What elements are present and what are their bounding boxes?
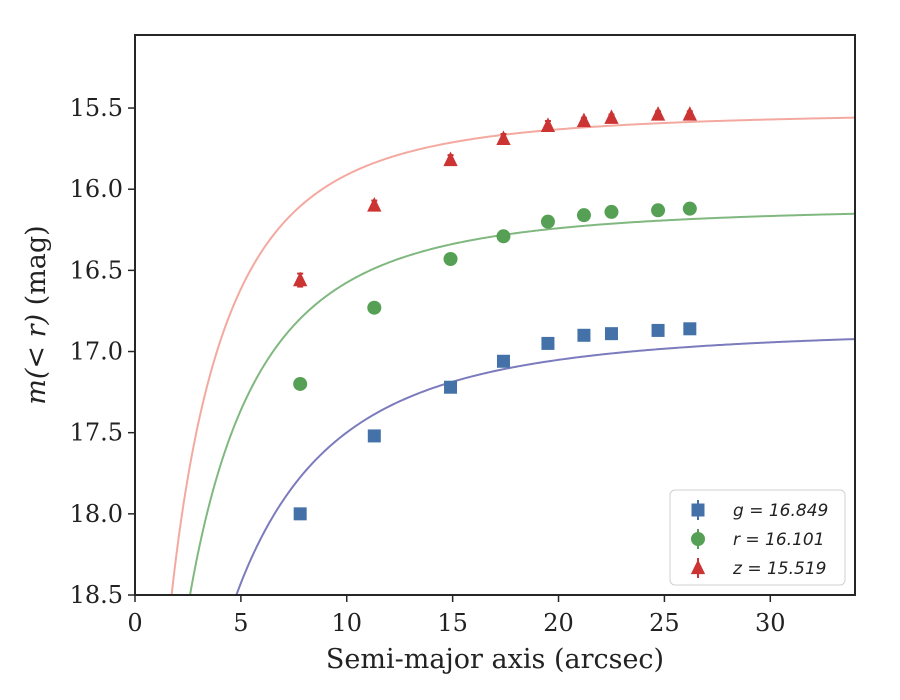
x-tick-label: 20 (543, 609, 574, 637)
x-tick-label: 30 (755, 609, 786, 637)
data-point-r (443, 252, 458, 266)
x-tick-label: 15 (437, 609, 468, 637)
data-point-g (683, 322, 697, 336)
legend: g = 16.849 r = 16.101 z = 15.519 (669, 489, 846, 586)
data-point-r (576, 208, 591, 223)
x-tick-label: 5 (233, 609, 248, 637)
data-point-z (540, 117, 556, 133)
data-point-z (496, 130, 511, 146)
y-tick-label: 17.0 (70, 338, 123, 366)
y-tick-label: 16.5 (70, 256, 123, 284)
data-point-z (443, 151, 458, 167)
y-axis-title-math: m(< r) (21, 314, 52, 405)
data-point-r (496, 229, 511, 244)
y-axis-ticks: 15.5 16.0 16.5 17.0 17.5 18.0 18.5 (70, 94, 135, 609)
data-point-g (444, 380, 458, 394)
x-tick-label: 10 (331, 609, 362, 637)
x-axis-ticks: 0 5 10 15 20 25 30 (127, 595, 786, 637)
y-axis-title: m(< r) (mag) (21, 225, 52, 404)
data-point-r (293, 376, 308, 391)
y-axis-title-unit: (mag) (21, 225, 52, 314)
y-tick-label: 16.0 (70, 175, 123, 203)
data-point-r (651, 203, 666, 218)
legend-label-z: z = 15.519 (732, 559, 826, 579)
data-point-r (367, 300, 382, 315)
legend-marker-r (691, 532, 705, 546)
data-point-z (604, 109, 619, 124)
data-point-z (367, 196, 382, 212)
legend-marker-g (691, 503, 705, 517)
data-point-g (293, 507, 307, 521)
data-point-g (651, 323, 665, 337)
y-tick-label: 17.5 (70, 419, 123, 447)
plot-frame (134, 34, 856, 596)
data-point-r (682, 201, 697, 216)
data-point-g (604, 327, 618, 341)
data-point-r (540, 214, 555, 229)
x-axis-title: Semi-major axis (arcsec) (326, 644, 664, 675)
data-point-g (496, 354, 510, 368)
y-tick-label: 18.0 (70, 500, 123, 528)
legend-box (669, 489, 846, 586)
y-tick-label: 15.5 (70, 94, 123, 122)
y-tick-label: 18.5 (70, 581, 123, 609)
legend-label-r: r = 16.101 (733, 530, 825, 550)
data-point-z (293, 271, 308, 287)
data-point-r (604, 204, 619, 219)
data-point-z (650, 106, 666, 121)
data-point-z (576, 112, 592, 128)
data-point-z (682, 106, 697, 121)
x-tick-label: 0 (127, 609, 142, 637)
data-point-g (367, 429, 381, 443)
fit-curve-g (235, 338, 855, 595)
x-tick-label: 25 (649, 609, 680, 637)
data-point-g (541, 336, 555, 350)
legend-marker-z (690, 559, 706, 575)
data-point-g (577, 328, 591, 342)
data-points (293, 106, 697, 521)
legend-label-g: g = 16.849 (733, 501, 828, 521)
